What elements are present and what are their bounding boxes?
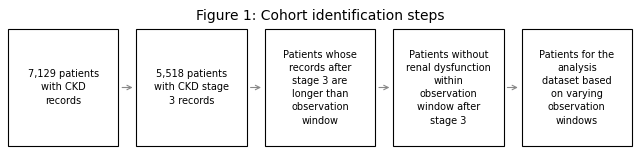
Text: Figure 1: Cohort identification steps: Figure 1: Cohort identification steps	[196, 9, 444, 23]
Text: Patients whose
records after
stage 3 are
longer than
observation
window: Patients whose records after stage 3 are…	[283, 49, 357, 126]
Bar	[522, 29, 632, 146]
Bar	[265, 29, 375, 146]
Text: Patients without
renal dysfunction
within
observation
window after
stage 3: Patients without renal dysfunction withi…	[406, 49, 491, 126]
Text: Patients for the
analysis
dataset based
on varying
observation
windows: Patients for the analysis dataset based …	[540, 49, 614, 126]
Bar	[393, 29, 504, 146]
Text: 5,518 patients
with CKD stage
3 records: 5,518 patients with CKD stage 3 records	[154, 69, 229, 106]
Text: 7,129 patients
with CKD
records: 7,129 patients with CKD records	[28, 69, 99, 106]
Bar	[8, 29, 118, 146]
Bar	[136, 29, 247, 146]
